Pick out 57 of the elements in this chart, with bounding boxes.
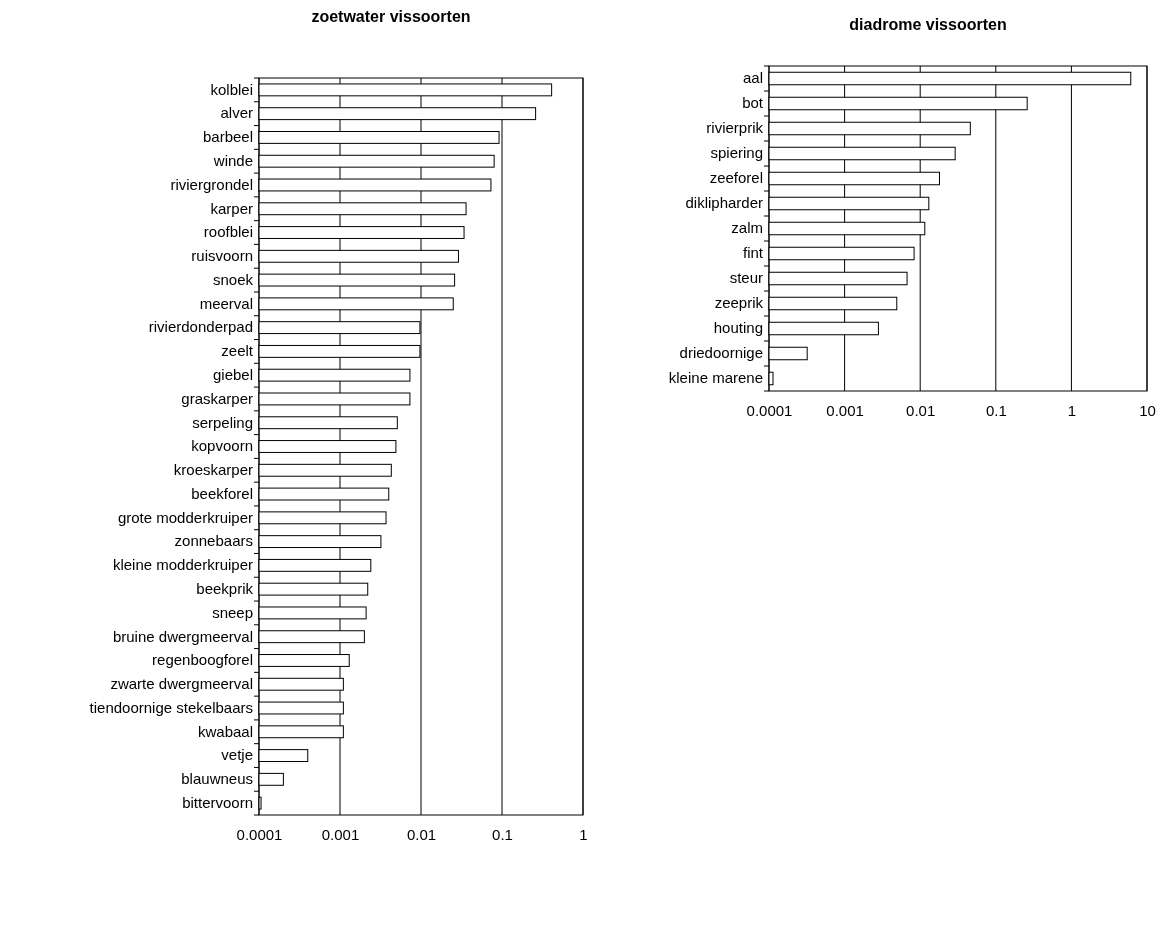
y-tick-label: ruisvoorn [191, 247, 253, 265]
y-tick-label: kolblei [210, 80, 253, 98]
y-tick-label: rivierprik [706, 119, 764, 137]
y-tick-label: kleine marene [668, 369, 763, 387]
y-tick-label: grote modderkruiper [117, 508, 253, 526]
x-tick-label: 0.1 [985, 401, 1007, 419]
y-tick-label: alver [220, 104, 253, 122]
y-tick-label: karper [210, 199, 253, 217]
y-tick-label: driedoornige [679, 344, 763, 362]
y-tick-label: diklipharder [685, 194, 763, 212]
y-tick-label: fint [742, 244, 764, 262]
y-tick-label: tiendoornige stekelbaars [89, 698, 253, 716]
y-tick-label: beekforel [191, 484, 253, 502]
x-tick-label: 0.01 [906, 401, 936, 419]
y-tick-label: riviergrondel [170, 175, 253, 193]
chart-title: diadrome vissoorten [849, 16, 1007, 33]
y-tick-label: bot [742, 94, 764, 112]
y-tick-label: zeeforel [709, 169, 763, 187]
x-tick-label: 1 [579, 825, 588, 843]
y-tick-label: winde [212, 152, 253, 170]
x-tick-label: 0.001 [321, 825, 360, 843]
y-tick-label: serpeling [192, 413, 253, 431]
x-tick-label: 0.001 [826, 401, 864, 419]
y-tick-label: kroeskarper [173, 461, 253, 479]
y-tick-label: aal [742, 69, 763, 87]
y-tick-label: zeeprik [714, 294, 764, 312]
y-tick-label: vetje [221, 746, 253, 764]
y-tick-label: kopvoorn [191, 437, 253, 455]
y-tick-label: regenboogforel [152, 651, 253, 669]
y-tick-label: houting [713, 319, 763, 337]
y-tick-label: snoek [212, 270, 254, 288]
chart-title: zoetwater vissoorten [311, 8, 471, 25]
y-tick-label: bittervoorn [182, 793, 253, 811]
y-tick-label: steur [729, 269, 763, 287]
y-tick-label: roofblei [203, 223, 253, 241]
y-tick-label: blauwneus [181, 770, 253, 788]
y-tick-label: sneep [212, 603, 253, 621]
x-tick-label: 0.0001 [236, 825, 283, 843]
y-tick-label: giebel [212, 365, 253, 383]
y-tick-label: graskarper [181, 389, 253, 407]
y-tick-label: barbeel [202, 128, 253, 146]
x-tick-label: 10 [1139, 401, 1156, 419]
x-tick-label: 0.0001 [746, 401, 793, 419]
y-tick-label: kwabaal [197, 722, 253, 740]
y-tick-label: beekprik [196, 579, 254, 597]
y-tick-label: rivierdonderpad [148, 318, 253, 336]
y-tick-label: spiering [710, 144, 763, 162]
x-tick-label: 1 [1067, 401, 1077, 419]
y-tick-label: bruine dwergmeerval [112, 627, 253, 645]
x-tick-label: 0.1 [492, 825, 513, 843]
y-tick-label: kleine modderkruiper [112, 556, 253, 574]
y-tick-label: zeelt [221, 342, 254, 360]
y-tick-label: zalm [731, 219, 763, 237]
x-tick-label: 0.01 [406, 825, 437, 843]
y-tick-label: zwarte dwergmeerval [110, 675, 253, 693]
y-tick-label: meerval [199, 294, 253, 312]
y-tick-label: zonnebaars [174, 532, 253, 550]
